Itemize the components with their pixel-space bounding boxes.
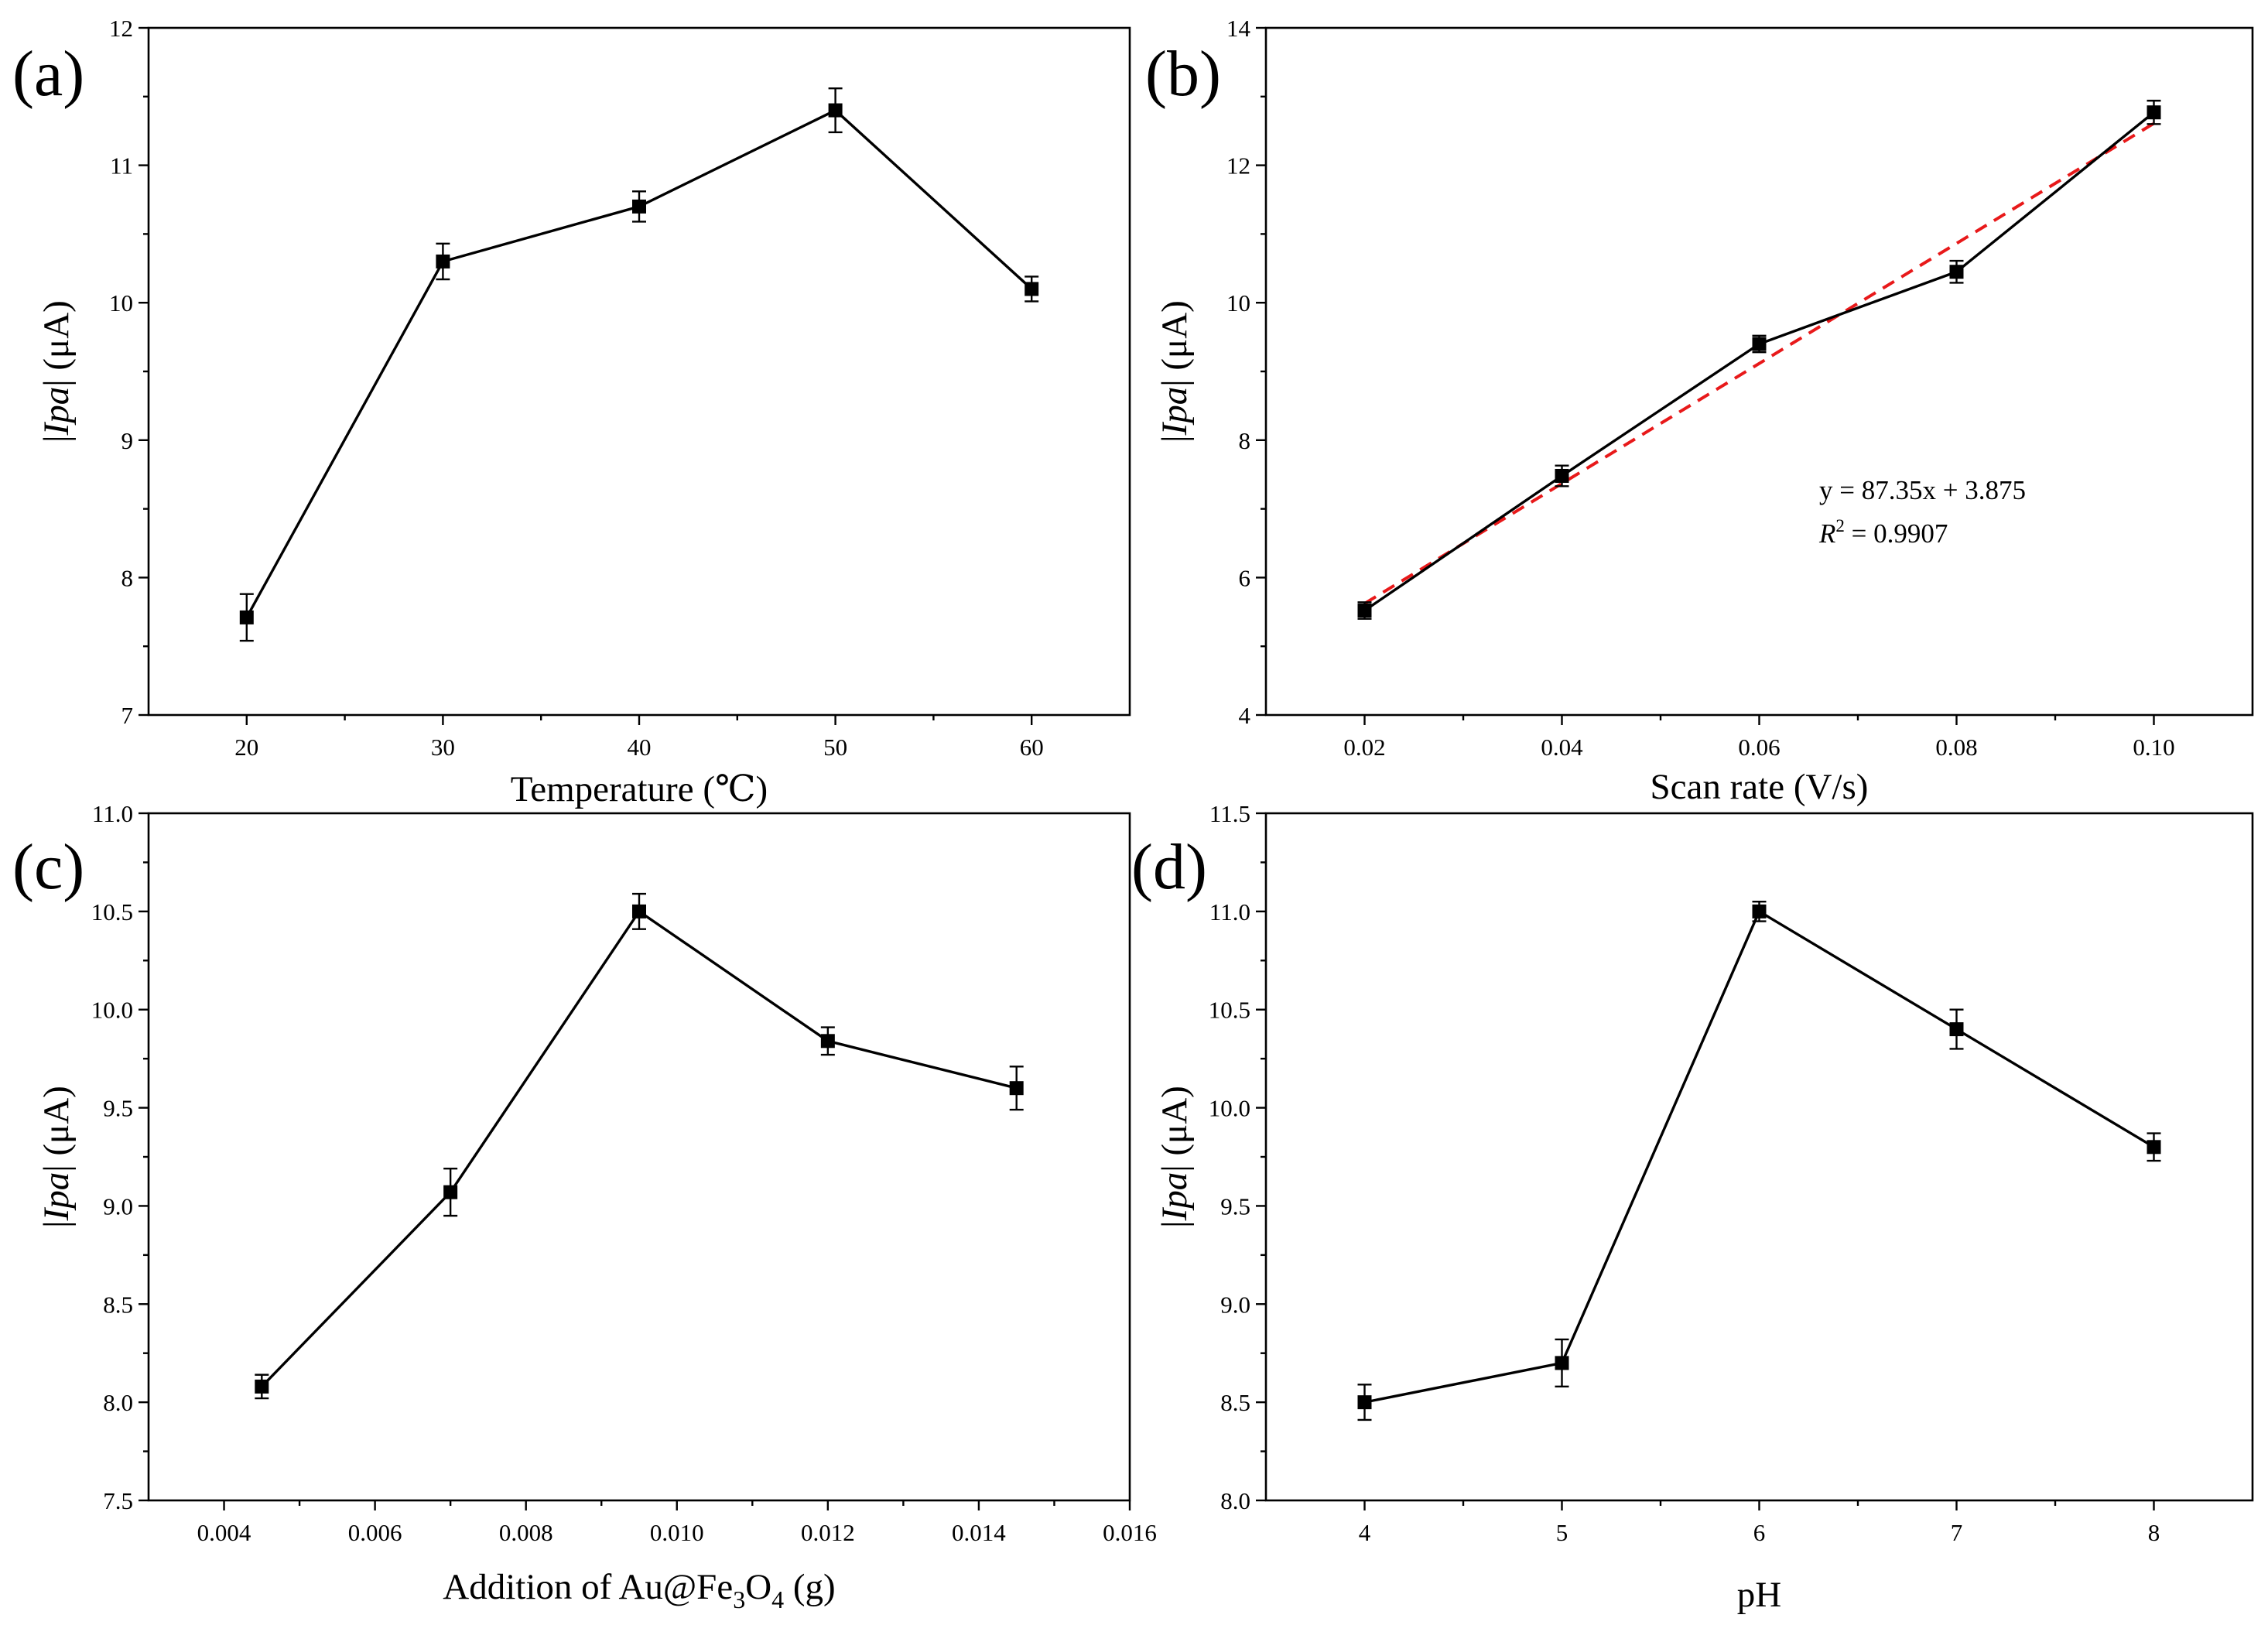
x-tick-label: 0.010 xyxy=(650,1519,704,1546)
y-tick-label: 8.5 xyxy=(1220,1389,1250,1416)
x-tick-label: 0.04 xyxy=(1541,734,1583,761)
panel-d: 4 5 6 7 8 8.0 8.5 9.0 9.5 10.0 10.5 11.0 11.5 pH |Ipa|… xyxy=(1131,800,2254,1615)
x-tick-label: 0.014 xyxy=(952,1519,1006,1546)
x-tick-label: 40 xyxy=(628,734,652,761)
y-tick-label: 4 xyxy=(1239,702,1251,729)
y-tick-label: 10 xyxy=(1226,289,1250,316)
x-tick-label: 6 xyxy=(1753,1519,1766,1546)
x-tick-label: 0.10 xyxy=(2133,734,2174,761)
data-point xyxy=(632,904,646,919)
y-tick-label: 9.0 xyxy=(1220,1291,1250,1318)
x-tick-label: 0.06 xyxy=(1738,734,1780,761)
y-tick-label: 9.5 xyxy=(103,1095,133,1122)
y-tick-label: 7 xyxy=(121,702,134,729)
plot-frame xyxy=(1264,26,2254,717)
x-tick-label: 5 xyxy=(1556,1519,1568,1546)
y-tick-label: 8.5 xyxy=(103,1291,133,1318)
y-tick-label: 10.0 xyxy=(91,997,133,1024)
y-tick-label: 8.0 xyxy=(1220,1487,1250,1514)
x-tick-label: 8 xyxy=(2148,1519,2160,1546)
x-tick-label: 30 xyxy=(431,734,455,761)
y-tick-label: 6 xyxy=(1239,564,1251,591)
y-tick-label: 9.0 xyxy=(103,1192,133,1220)
y-tick-label: 10.5 xyxy=(1209,997,1250,1024)
data-point xyxy=(1357,604,1372,618)
linear-fit-line xyxy=(1363,121,2155,605)
panel-label: (a) xyxy=(12,38,84,110)
x-tick-label: 0.006 xyxy=(348,1519,402,1546)
y-tick-label: 11.0 xyxy=(1209,898,1250,925)
data-point xyxy=(2147,105,2161,120)
data-point xyxy=(2147,1140,2161,1155)
series-line xyxy=(1364,909,2155,1404)
x-tick-label: 0.016 xyxy=(1103,1519,1157,1546)
y-tick-label: 14 xyxy=(1226,15,1251,42)
y-tick-label: 10.0 xyxy=(1209,1095,1250,1122)
x-axis-title: Addition of Au@Fe3O4 (g) xyxy=(443,1567,835,1613)
series-line xyxy=(1363,111,2155,612)
data-point xyxy=(1949,1022,1964,1037)
plot-frame xyxy=(147,26,1131,717)
panel-label: (c) xyxy=(12,831,84,903)
panel-b: 0.02 0.04 0.06 0.08 0.10 4 6 8 10 12 14 Scan rate (… xyxy=(1145,15,2254,807)
x-tick-label: 4 xyxy=(1359,1519,1371,1546)
x-tick-label: 7 xyxy=(1951,1519,1963,1546)
series-line xyxy=(245,108,1033,618)
data-point xyxy=(1025,282,1039,296)
y-axis-title: |Ipa| (μA) xyxy=(36,1086,77,1228)
y-tick-label: 12 xyxy=(109,15,133,42)
y-tick-label: 11.0 xyxy=(92,800,133,827)
x-tick-label: 0.08 xyxy=(1935,734,1977,761)
data-point xyxy=(1009,1081,1024,1096)
data-point xyxy=(1752,337,1767,351)
x-axis-title: Temperature (℃) xyxy=(511,769,768,809)
y-tick-label: 9 xyxy=(121,427,134,454)
data-point xyxy=(1555,468,1569,483)
y-tick-label: 10.5 xyxy=(91,898,133,925)
data-point xyxy=(1752,904,1767,919)
data-point xyxy=(828,103,843,118)
r-squared: R2 = 0.9907 xyxy=(1818,516,1948,549)
x-tick-label: 50 xyxy=(823,734,847,761)
x-tick-label: 20 xyxy=(234,734,258,761)
y-tick-label: 10 xyxy=(109,289,133,316)
x-tick-label: 0.012 xyxy=(801,1519,855,1546)
y-tick-label: 8 xyxy=(1239,427,1251,454)
y-tick-label: 7.5 xyxy=(103,1487,133,1514)
x-tick-label: 0.004 xyxy=(197,1519,251,1546)
fit-equation: y = 87.35x + 3.875 xyxy=(1819,475,2026,505)
data-point xyxy=(1357,1395,1372,1410)
data-point xyxy=(436,254,450,269)
y-tick-label: 8 xyxy=(121,564,134,591)
panel-label: (b) xyxy=(1145,38,1221,110)
y-tick-label: 8.0 xyxy=(103,1389,133,1416)
data-point xyxy=(443,1185,458,1199)
data-point xyxy=(632,199,646,214)
x-tick-label: 0.008 xyxy=(499,1519,553,1546)
y-tick-label: 12 xyxy=(1226,152,1250,180)
y-tick-label: 11 xyxy=(110,152,133,180)
panel-c: 0.004 0.006 0.008 0.010 0.012 0.014 0.016 7.5 8.… xyxy=(12,800,1157,1613)
y-axis-title: |Ipa| (μA) xyxy=(36,300,77,443)
data-point xyxy=(1949,265,1964,279)
x-tick-label: 60 xyxy=(1020,734,1044,761)
data-point xyxy=(255,1379,269,1394)
data-point xyxy=(820,1034,835,1049)
y-tick-label: 11.5 xyxy=(1209,800,1250,827)
panel-label: (d) xyxy=(1131,831,1207,903)
x-tick-label: 0.02 xyxy=(1343,734,1385,761)
y-axis-title: |Ipa| (μA) xyxy=(1155,300,1195,443)
panel-a: 20 30 40 50 60 7 8 9 10 11 12 Temperature (℃) |Ipa| … xyxy=(12,15,1131,809)
series-line xyxy=(261,909,1018,1388)
x-axis-title: pH xyxy=(1737,1575,1781,1615)
data-point xyxy=(239,610,254,624)
data-point xyxy=(1555,1356,1569,1370)
y-axis-title: |Ipa| (μA) xyxy=(1155,1086,1195,1228)
y-tick-label: 9.5 xyxy=(1220,1192,1250,1220)
x-axis-title: Scan rate (V/s) xyxy=(1651,767,1869,807)
